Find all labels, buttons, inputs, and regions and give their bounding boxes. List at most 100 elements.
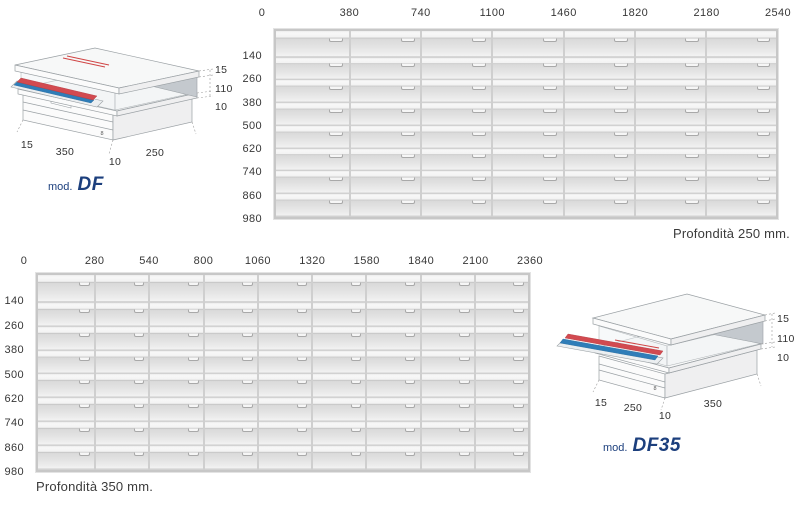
drawer-cell: [204, 326, 257, 351]
drawer-cell: [38, 422, 95, 447]
drawer-handle-notch: [328, 177, 344, 182]
drawer-handle-notch: [471, 131, 486, 136]
dim-label-opening: 110: [777, 333, 795, 345]
dim-label-width: 350: [56, 146, 74, 158]
drawer-cell: [421, 398, 474, 423]
model-label-df: mod. DF: [48, 174, 104, 196]
drawer-cell: [351, 80, 421, 104]
drawer-cell: [38, 398, 95, 423]
drawer-handle-notch: [242, 281, 253, 287]
drawer-handle-notch: [188, 452, 199, 457]
grid-row-label: 860: [4, 441, 24, 454]
drawer-cell: [475, 374, 528, 399]
drawer-cell: [38, 446, 95, 470]
drawer-handle-notch: [78, 404, 90, 409]
drawer-handle-notch: [404, 332, 416, 337]
drawer-handle-notch: [296, 404, 307, 409]
dim-label-gap: 10: [109, 156, 121, 168]
drawer-handle-notch: [350, 404, 362, 409]
drawer-handle-notch: [459, 308, 470, 313]
drawer-handle-notch: [296, 308, 307, 313]
drawer-handle-notch: [350, 380, 362, 385]
drawer-handle-notch: [471, 177, 486, 182]
drawer-handle-notch: [459, 452, 470, 457]
grid-column-header: 1320: [299, 255, 326, 267]
model-prefix: mod.: [48, 181, 73, 193]
drawer-handle-notch: [543, 108, 557, 113]
drawer-handle-notch: [350, 452, 362, 457]
drawer-handle-notch: [350, 356, 362, 361]
drawer-cell: [204, 398, 257, 423]
drawer-cell: [564, 103, 634, 126]
drawer-cell: [276, 103, 349, 126]
drawer-handle-notch: [400, 177, 415, 182]
drawer-handle-notch: [78, 281, 90, 287]
grid-row-labels: 140 260 380 500 620 740 860 980: [230, 29, 268, 225]
drawer-cell: [635, 103, 705, 126]
drawer-cell: [493, 31, 563, 58]
grid-column-header: 1060: [244, 255, 271, 267]
drawer-handle-notch: [242, 452, 253, 457]
drawer-handle-notch: [513, 332, 524, 337]
drawer-handle-notch: [513, 380, 524, 385]
drawer-cell: [367, 374, 420, 399]
drawer-cell: [635, 171, 705, 195]
drawer-cell: [564, 194, 634, 217]
grid-caption: Profondità 250 mm.: [672, 226, 790, 241]
magazine-cover-red: [16, 77, 98, 101]
drawer-handle-notch: [400, 63, 415, 68]
drawer-cell: [706, 148, 776, 172]
drawer-cell: [635, 194, 705, 217]
drawer-cell: [475, 446, 528, 470]
drawer-cell: [96, 275, 149, 303]
magazine-cover-red: [564, 333, 664, 356]
drawer-handle-notch: [133, 452, 145, 457]
grid-row-label: 860: [242, 189, 262, 202]
drawer-cell: [258, 302, 312, 327]
drawer-handle-notch: [404, 281, 416, 287]
drawer-cell: [421, 422, 474, 447]
drawer-handle-notch: [685, 199, 700, 204]
drawer-handle-notch: [188, 308, 199, 313]
drawer-cell: [367, 446, 420, 470]
drawer-cell: [258, 398, 312, 423]
drawer-handle-notch: [756, 177, 771, 182]
grid-column-header: 280: [84, 255, 105, 267]
magazine-streak: [62, 55, 110, 68]
drawer-cell: [204, 302, 257, 327]
drawer-cell: [38, 326, 95, 351]
drawer-cell: [150, 275, 203, 303]
grid-column-header: 1100: [479, 7, 505, 19]
grid-column-header: 1460: [550, 7, 577, 19]
drawer-handle-notch: [685, 154, 700, 159]
drawer-cell: [422, 148, 492, 172]
drawer-cell: [150, 326, 203, 351]
drawer-handle-notch: [296, 452, 307, 457]
grid-row-label: 500: [242, 119, 262, 132]
drawer-handle-notch: [513, 428, 524, 433]
grid-row-label: 140: [242, 50, 262, 63]
dim-label-panel: 8: [100, 131, 103, 137]
grid-column-header: 1820: [622, 7, 649, 19]
drawer-cell: [351, 194, 421, 217]
drawer-handle-notch: [404, 308, 416, 313]
drawer-cell: [351, 125, 421, 149]
drawer-cell: [493, 80, 563, 104]
drawer-handle-notch: [471, 154, 486, 159]
drawer-handle-notch: [328, 86, 344, 91]
drawer-cell: [493, 125, 563, 149]
diagram-mod-df35: 15 110 10 15 250 10 350 8 mod. DF35: [555, 288, 800, 463]
drawer-handle-notch: [133, 281, 145, 287]
drawer-handle-notch: [459, 380, 470, 385]
drawer-handle-notch: [328, 154, 344, 159]
drawer-cell: [150, 422, 203, 447]
drawer-cell: [635, 125, 705, 149]
dim-label-depth: 350: [704, 398, 722, 410]
drawer-handle-notch: [685, 177, 700, 182]
drawer-handle-notch: [685, 108, 700, 113]
drawer-handle-notch: [133, 380, 145, 385]
grid-row-label: 980: [4, 466, 24, 478]
drawer-cell: [204, 374, 257, 399]
model-name: DF35: [632, 435, 681, 456]
drawer-handle-notch: [188, 356, 199, 361]
